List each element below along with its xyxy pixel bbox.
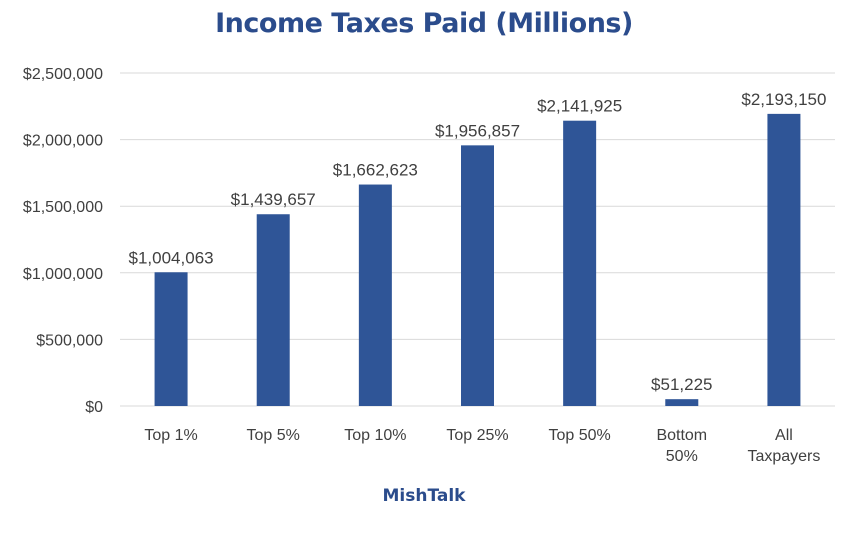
x-category-label: All Taxpayers: [747, 427, 820, 465]
bar: [767, 113, 801, 406]
data-label: $1,004,063: [129, 248, 214, 267]
labels: $0 $500,000 $1,000,000 $1,500,000 $2,000,000…: [23, 66, 827, 465]
data-label: $2,193,150: [741, 90, 826, 109]
y-tick-label: $0: [85, 399, 103, 416]
y-tick-label: $2,500,000: [23, 66, 103, 83]
data-label: $1,439,657: [231, 190, 316, 209]
bar: [154, 272, 188, 406]
x-category-label: Top 1%: [144, 427, 197, 444]
y-tick-label: $1,000,000: [23, 266, 103, 283]
data-label: $1,662,623: [333, 161, 418, 180]
x-category-label: Top 50%: [549, 427, 611, 444]
bar: [665, 399, 699, 406]
x-category-label: Top 5%: [247, 427, 300, 444]
bars: [154, 113, 801, 406]
x-category-label: Top 25%: [446, 427, 508, 444]
bar: [256, 214, 290, 406]
x-category-label: Top 10%: [344, 427, 406, 444]
data-label: $51,225: [651, 375, 712, 394]
bar: [461, 145, 494, 406]
y-tick-label: $1,500,000: [23, 199, 103, 216]
chart-title: Income Taxes Paid (Millions): [215, 8, 633, 39]
y-tick-label: $2,000,000: [23, 133, 103, 150]
x-category-label: Bottom 50%: [656, 427, 707, 465]
bar: [358, 184, 392, 406]
bar: [563, 120, 597, 406]
y-tick-label: $500,000: [36, 332, 103, 349]
data-label: $2,141,925: [537, 97, 622, 116]
footer-brand: MishTalk: [382, 486, 466, 506]
data-label: $1,956,857: [435, 121, 520, 140]
